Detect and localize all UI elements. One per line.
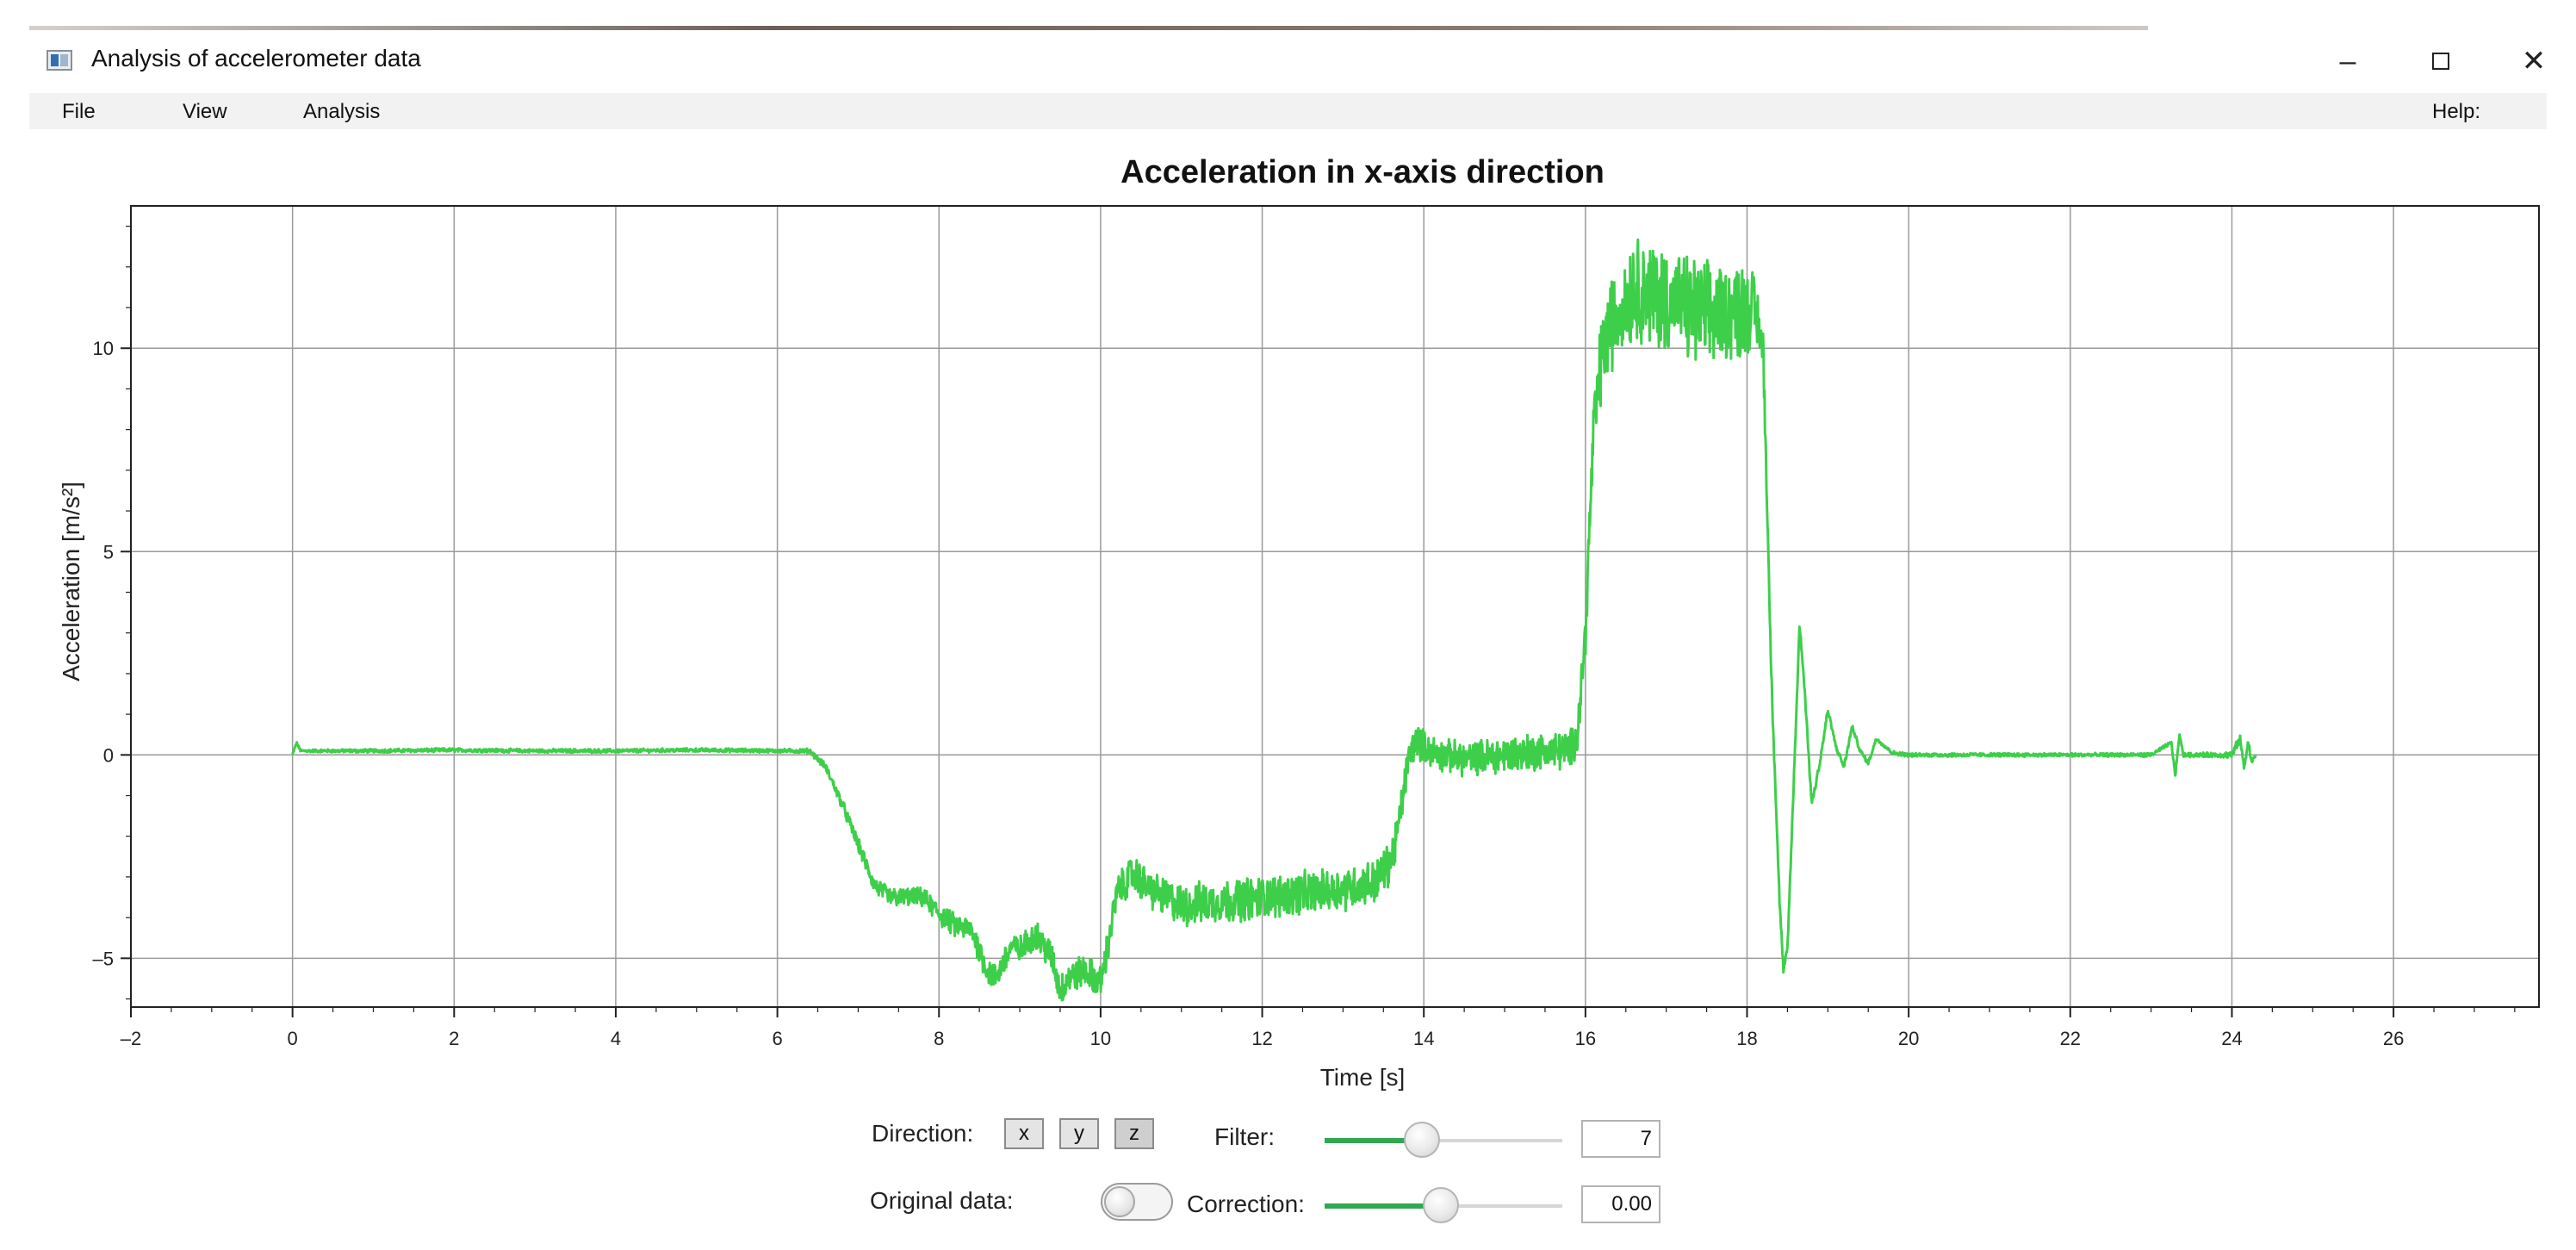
controls-panel: Direction: x y z Filter: 7 Original data… [0, 1103, 2576, 1241]
x-tick-label: 22 [2060, 1028, 2081, 1049]
direction-z-button[interactable]: z [1114, 1118, 1154, 1149]
y-tick-label: 5 [103, 541, 114, 563]
window-title: Analysis of accelerometer data [91, 45, 421, 72]
menu-help[interactable]: Help: [2432, 100, 2481, 123]
acceleration-series-line [291, 238, 2257, 1002]
x-tick-label: –2 [121, 1028, 141, 1049]
x-tick-label: 20 [1898, 1028, 1919, 1049]
direction-x-button[interactable]: x [1004, 1118, 1044, 1149]
window-top-border [29, 26, 2148, 30]
grid [131, 206, 2539, 1007]
x-tick-label: 10 [1090, 1028, 1111, 1049]
y-axis-label: Acceleration [m/s²] [58, 482, 84, 681]
x-tick-label: 16 [1575, 1028, 1596, 1049]
original-data-toggle[interactable] [1101, 1183, 1173, 1221]
filter-slider-thumb[interactable] [1404, 1122, 1440, 1158]
x-tick-label: 26 [2383, 1028, 2404, 1049]
title-bar: Analysis of accelerometer data – ✕ [29, 33, 2547, 90]
filter-value-input[interactable]: 7 [1581, 1120, 1660, 1158]
x-tick-label: 24 [2221, 1028, 2242, 1049]
x-axis-label: Time [s] [1320, 1064, 1406, 1091]
x-tick-label: 8 [934, 1028, 944, 1049]
correction-slider-thumb[interactable] [1423, 1187, 1459, 1223]
x-tick-label: 0 [288, 1028, 298, 1049]
filter-slider-fill [1325, 1138, 1422, 1143]
plot-frame [130, 205, 2540, 1008]
menu-view[interactable]: View [183, 100, 227, 123]
x-tick-label: 4 [611, 1028, 621, 1049]
y-tick-label: 0 [103, 744, 114, 766]
correction-slider[interactable] [1325, 1187, 1562, 1223]
acceleration-chart: Acceleration in x-axis direction Time [s… [58, 154, 2540, 1091]
correction-label: Correction: [1187, 1191, 1305, 1217]
maximize-button[interactable] [2405, 38, 2477, 84]
chart-panel: Acceleration in x-axis direction Time [s… [0, 129, 2576, 1094]
menu-analysis[interactable]: Analysis [303, 100, 381, 123]
maximize-icon [2432, 53, 2449, 70]
toggle-knob [1104, 1186, 1135, 1217]
close-button[interactable]: ✕ [2498, 38, 2570, 84]
menu-bar: File View Analysis Help: [29, 93, 2547, 129]
minimize-icon: – [2339, 44, 2356, 78]
correction-slider-fill [1325, 1203, 1441, 1209]
x-tick-label: 6 [772, 1028, 782, 1049]
x-tick-label: 14 [1413, 1028, 1434, 1049]
menu-file[interactable]: File [62, 100, 96, 123]
correction-value-input[interactable]: 0.00 [1581, 1185, 1660, 1223]
app-icon [47, 50, 72, 71]
x-tick-label: 12 [1251, 1028, 1272, 1049]
minimize-button[interactable]: – [2312, 38, 2384, 84]
original-data-label: Original data: [870, 1187, 1014, 1214]
direction-label: Direction: [872, 1120, 974, 1147]
filter-label: Filter: [1214, 1123, 1275, 1150]
x-tick-label: 18 [1736, 1028, 1757, 1049]
close-icon: ✕ [2521, 45, 2547, 78]
chart-title: Acceleration in x-axis direction [1120, 154, 1605, 190]
x-tick-label: 2 [449, 1028, 459, 1049]
direction-y-button[interactable]: y [1059, 1118, 1099, 1149]
y-tick-label: 10 [93, 338, 114, 359]
y-tick-label: –5 [93, 948, 114, 969]
series-layer [291, 238, 2257, 1002]
filter-slider[interactable] [1325, 1122, 1562, 1158]
